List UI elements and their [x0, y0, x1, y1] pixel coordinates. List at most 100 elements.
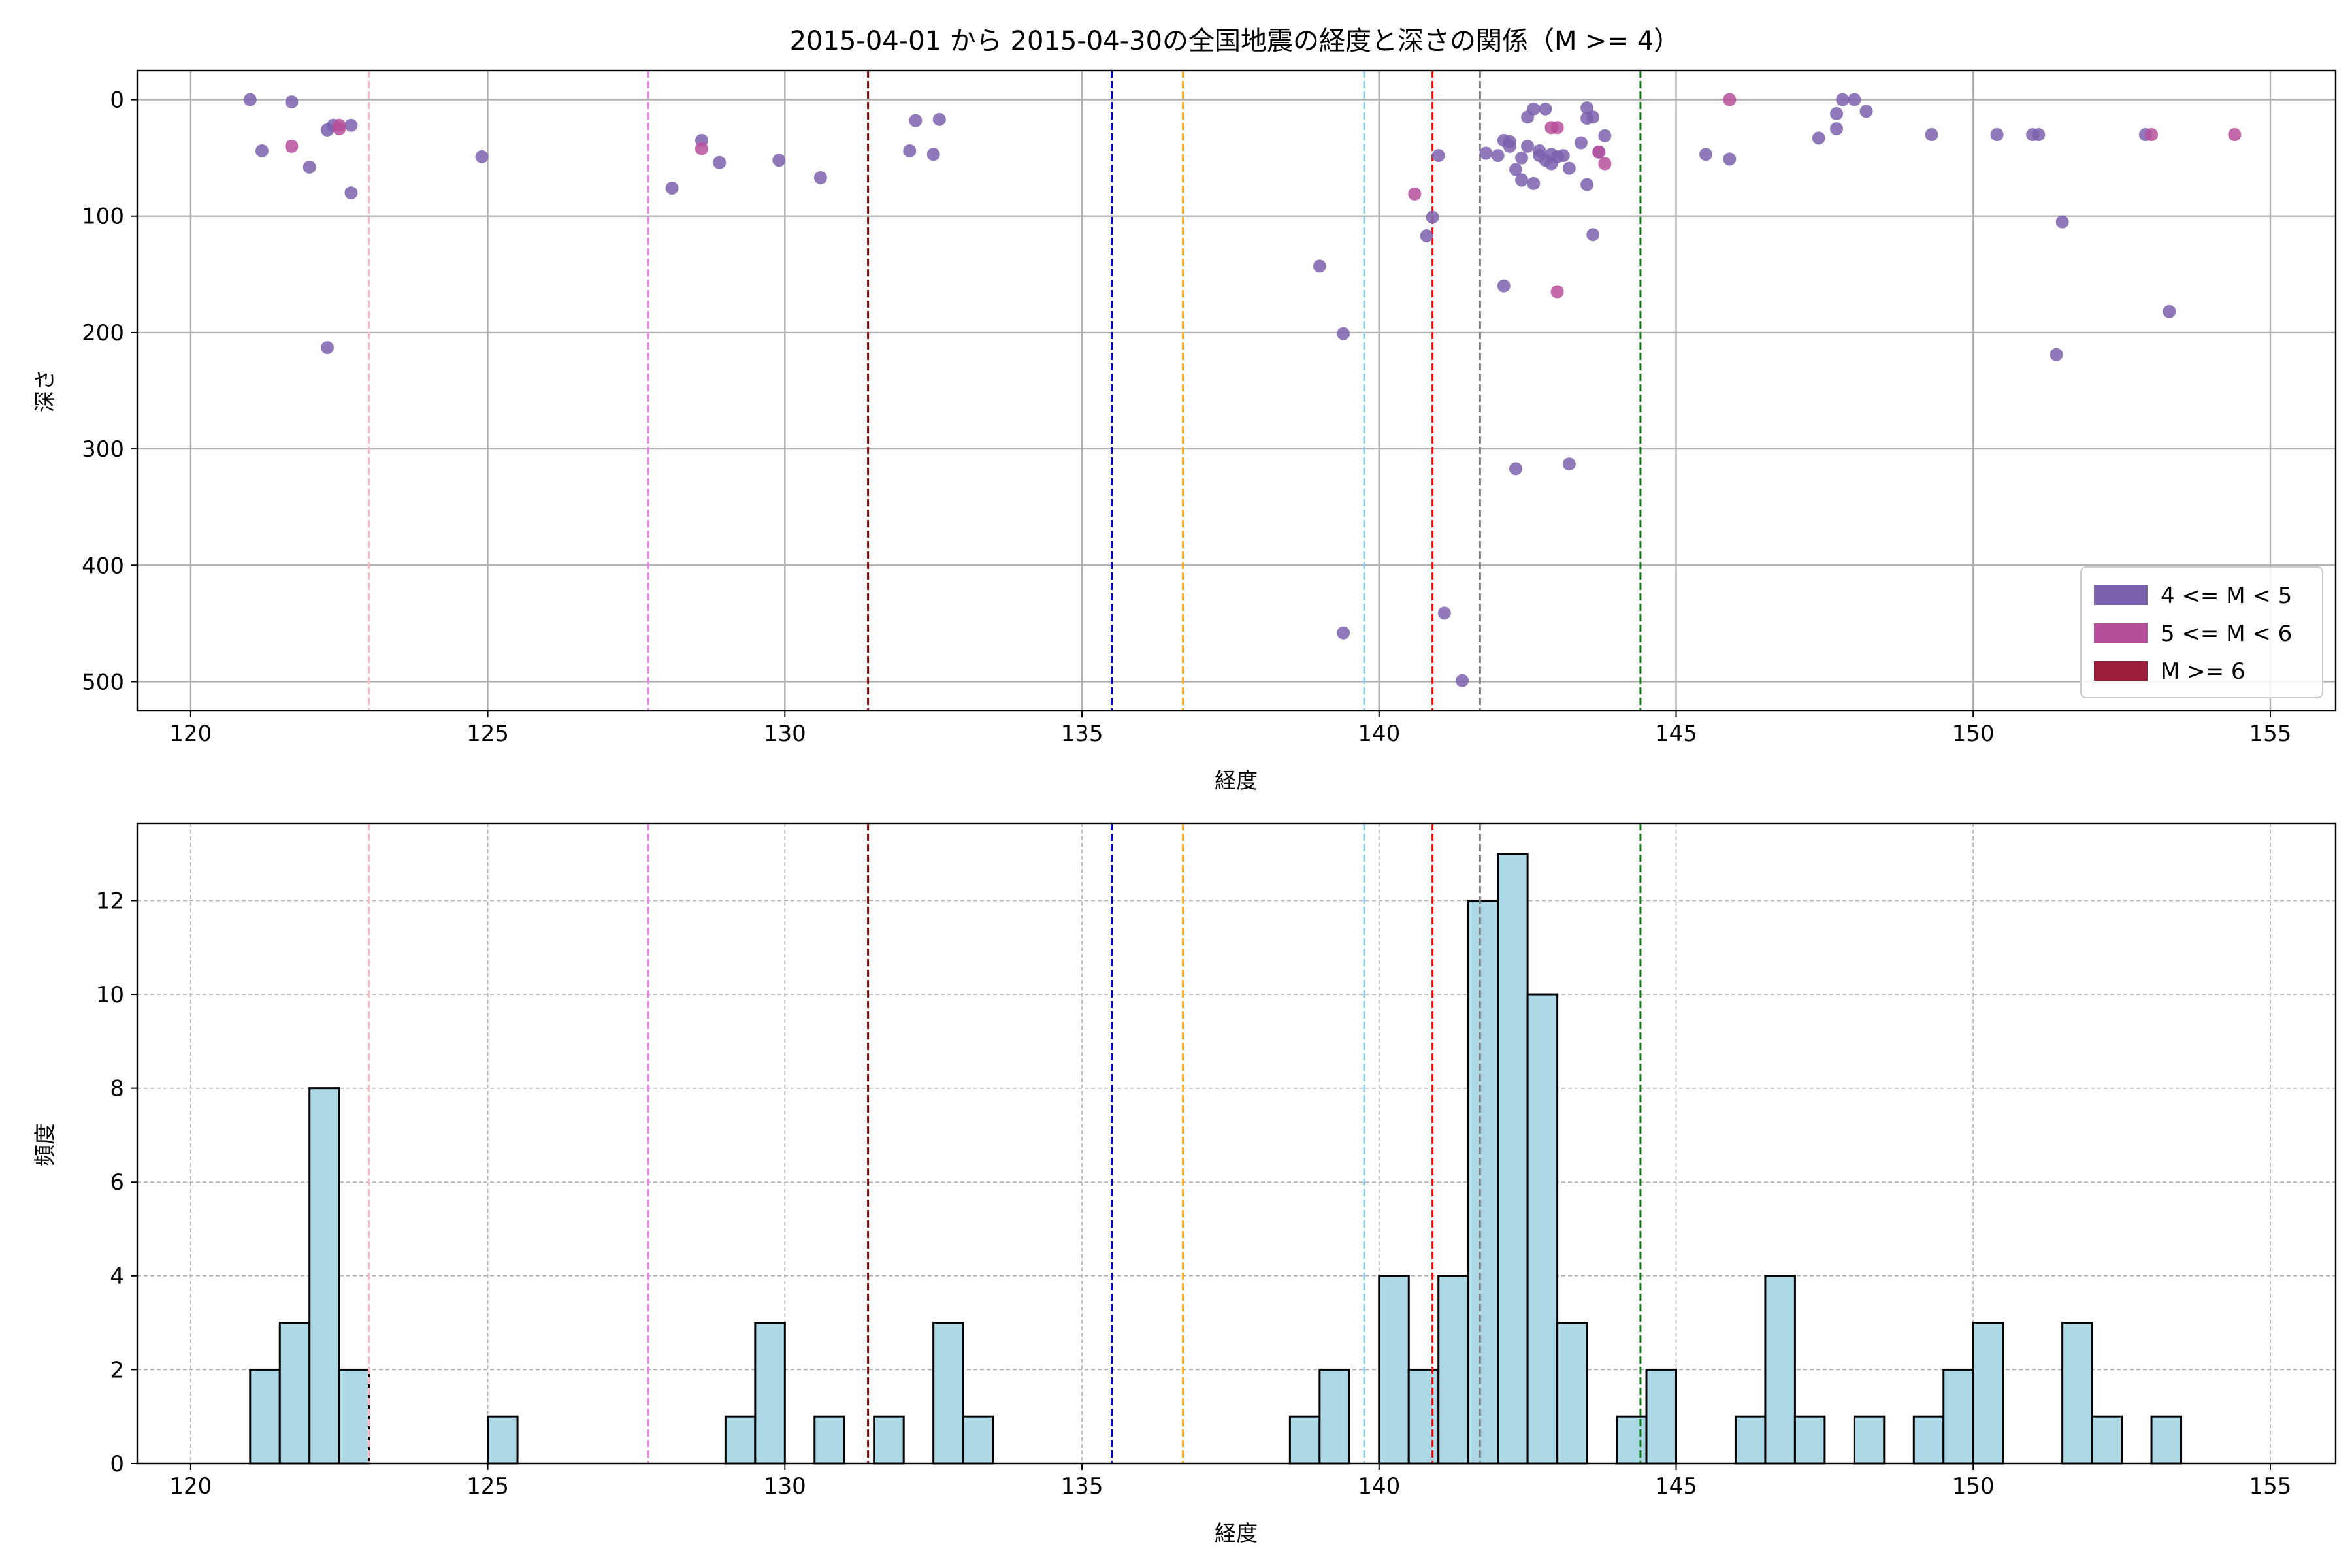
histogram-bar: [487, 1415, 519, 1465]
histogram-bar: [1793, 1415, 1826, 1465]
data-point: [2163, 304, 2176, 318]
scatter-y-ticks: 0 100 200 300 400 500: [82, 88, 137, 695]
chart-title: 2015-04-01 から 2015-04-30の全国地震の経度と深さの関係（M…: [790, 26, 1680, 56]
data-point: [255, 144, 269, 157]
data-point: [1580, 101, 1594, 115]
data-point: [1456, 674, 1469, 687]
x-tick-label: 145: [1655, 1473, 1697, 1499]
scatter-y-axis-label: 深さ: [32, 369, 57, 412]
histogram-chart: 120 125 130 135 140 145 150 155 0 2 4 6 8 10 12 経度 頻度: [32, 822, 2337, 1546]
histogram-bar: [1497, 853, 1529, 1465]
histogram-bar: [2150, 1415, 2183, 1465]
data-point: [1699, 148, 1712, 161]
legend-label: M >= 6: [2161, 659, 2246, 685]
histogram-frame: [136, 822, 2337, 1465]
scatter-chart: 120 125 130 135 140 145 150 155 0 100 200 300 400 50…: [32, 69, 2337, 793]
histogram-bar: [1734, 1415, 1767, 1465]
histogram-bar: [1853, 1415, 1886, 1465]
data-point: [1503, 135, 1516, 148]
histogram-y-ticks: 0 2 4 6 8 10 12: [96, 888, 137, 1477]
data-point: [1509, 462, 1522, 476]
x-tick-label: 135: [1061, 1473, 1103, 1499]
data-point: [1527, 102, 1541, 116]
x-tick-label: 155: [2249, 1473, 2292, 1499]
histogram-bar: [1437, 1275, 1469, 1465]
histogram-bar: [1972, 1322, 2004, 1465]
data-point: [1580, 178, 1594, 191]
histogram-reference-lines: [368, 823, 1642, 1463]
histogram-x-axis-label: 経度: [1215, 1520, 1258, 1546]
data-point: [1426, 210, 1439, 224]
data-point: [1812, 131, 1825, 145]
histogram-bar: [724, 1415, 757, 1465]
histogram-x-ticks: 120 125 130 135 140 145 150 155: [169, 1463, 2291, 1499]
histogram-bar: [1912, 1415, 1945, 1465]
histogram-y-axis-label: 頻度: [32, 1123, 57, 1166]
data-point: [1859, 105, 1873, 118]
data-point: [1830, 122, 1844, 136]
data-point: [1574, 136, 1588, 150]
x-tick-label: 140: [1358, 1473, 1400, 1499]
data-point: [1491, 149, 1505, 163]
data-point: [302, 160, 316, 174]
y-tick-label: 0: [110, 88, 124, 114]
histogram-bar: [1616, 1415, 1648, 1465]
histogram-bar: [1526, 993, 1559, 1465]
data-point: [1337, 327, 1350, 340]
x-tick-label: 120: [169, 721, 212, 747]
data-point: [1598, 157, 1612, 171]
histogram-bar: [932, 1322, 964, 1465]
data-point: [1337, 626, 1350, 640]
data-point: [1586, 110, 1600, 124]
data-point: [1586, 228, 1600, 242]
y-tick-label: 6: [110, 1169, 124, 1196]
data-point: [2032, 128, 2046, 141]
x-tick-label: 120: [169, 1473, 212, 1499]
scatter-frame: [136, 69, 2337, 712]
histogram-bar: [962, 1415, 994, 1465]
data-point: [1592, 145, 1606, 159]
data-point: [1848, 93, 1861, 106]
data-point: [926, 148, 940, 161]
legend-swatch: [2094, 661, 2148, 681]
data-point: [333, 122, 346, 136]
x-tick-label: 145: [1655, 721, 1697, 747]
histogram-bar: [1556, 1322, 1588, 1465]
y-tick-label: 12: [96, 888, 124, 914]
x-tick-label: 135: [1061, 721, 1103, 747]
histogram-bar: [1407, 1368, 1440, 1465]
data-point: [475, 150, 489, 163]
data-point: [813, 171, 827, 184]
histogram-bar: [308, 1087, 340, 1465]
x-tick-label: 125: [466, 721, 509, 747]
histogram-bar: [338, 1368, 370, 1465]
y-tick-label: 500: [82, 669, 124, 695]
histogram-bar: [1378, 1275, 1410, 1465]
data-point: [1408, 187, 1422, 201]
data-point: [2145, 128, 2159, 141]
scatter-x-ticks: 120 125 130 135 140 145 150 155: [169, 711, 2291, 747]
x-tick-label: 125: [466, 1473, 509, 1499]
data-point: [1550, 285, 1564, 299]
data-point: [1521, 139, 1535, 153]
x-tick-label: 155: [2249, 721, 2292, 747]
scatter-grid: [137, 71, 2336, 711]
data-point: [1836, 93, 1850, 106]
y-tick-label: 10: [96, 982, 124, 1008]
data-point: [1925, 128, 1938, 141]
data-point: [1723, 152, 1737, 166]
data-point: [903, 144, 917, 157]
y-tick-label: 4: [110, 1264, 124, 1290]
legend-swatch: [2094, 585, 2148, 605]
data-point: [932, 112, 946, 126]
histogram-bar: [249, 1368, 281, 1465]
scatter-x-axis-label: 経度: [1215, 768, 1258, 793]
data-point: [1723, 93, 1737, 106]
histogram-bar: [1318, 1368, 1350, 1465]
histogram-bar: [278, 1322, 311, 1465]
data-point: [2055, 215, 2069, 229]
data-point: [1990, 128, 2004, 141]
data-point: [1509, 163, 1522, 176]
x-tick-label: 150: [1952, 1473, 1995, 1499]
